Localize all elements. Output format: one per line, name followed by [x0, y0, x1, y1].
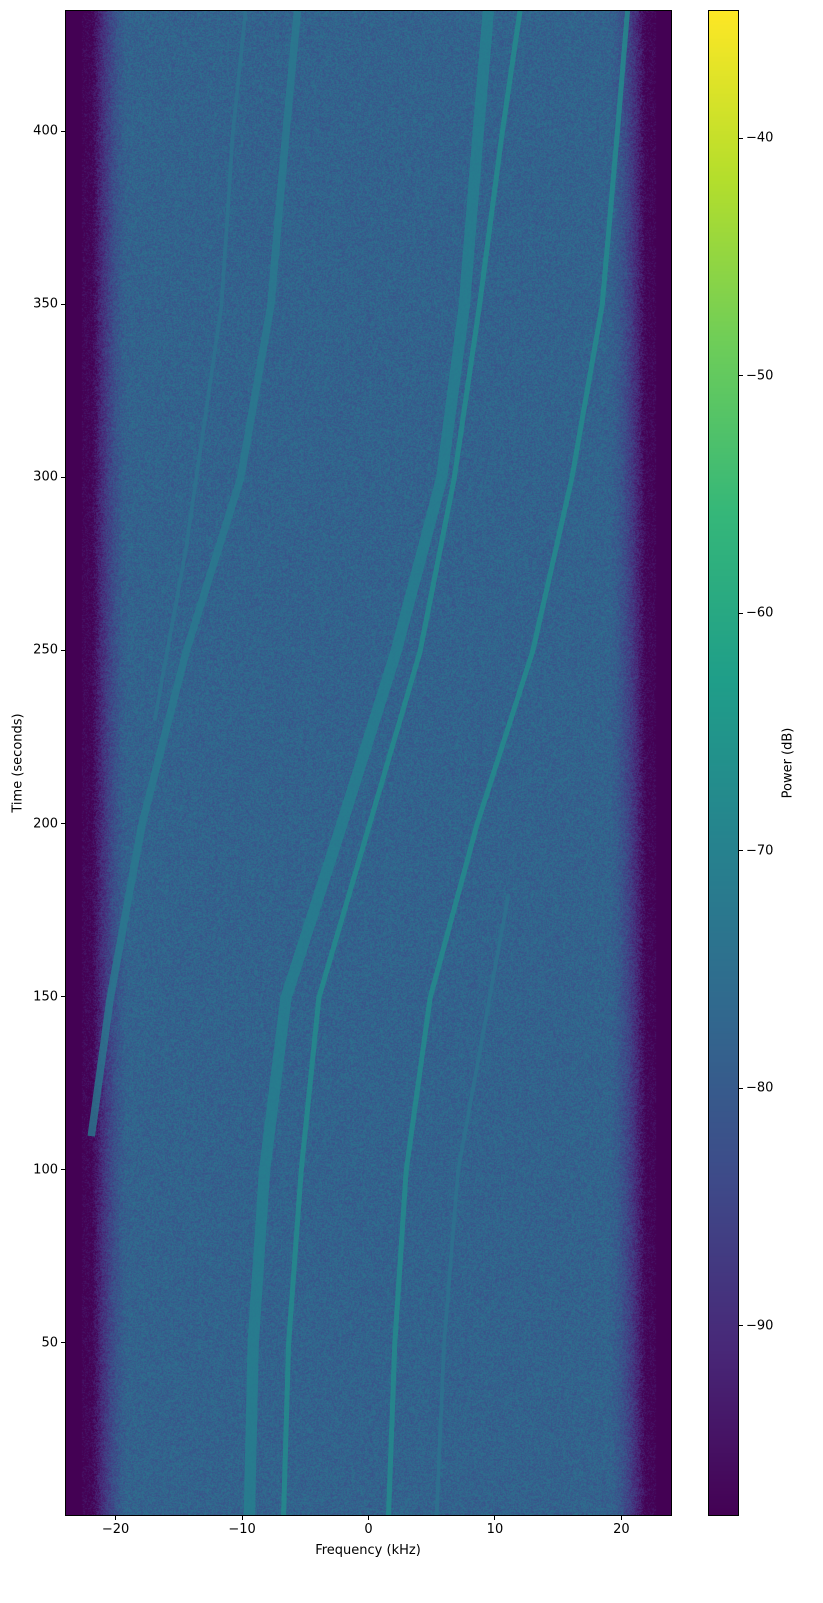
colorbar-tick-mark [739, 1325, 743, 1326]
signal-track-3 [388, 11, 627, 1515]
colorbar-tick-label: −50 [746, 368, 773, 383]
y-tick-label: 150 [33, 989, 58, 1004]
colorbar-tick-label: −80 [746, 1081, 773, 1096]
spectrogram-plot-area [65, 10, 672, 1516]
y-tick-label: 300 [33, 470, 58, 485]
x-tick-mark [621, 1516, 622, 1520]
x-tick-label: −10 [228, 1522, 255, 1537]
y-axis-label: Time (seconds) [11, 713, 26, 812]
colorbar-tick-label: −40 [746, 131, 773, 146]
signal-tracks [66, 11, 671, 1515]
colorbar-label: Power (dB) [781, 728, 796, 799]
y-tick-label: 250 [33, 643, 58, 658]
colorbar-tick-label: −70 [746, 843, 773, 858]
x-tick-label: 10 [487, 1522, 504, 1537]
y-tick-label: 50 [41, 1335, 58, 1350]
colorbar-tick-label: −60 [746, 606, 773, 621]
y-tick-mark [61, 996, 65, 997]
colorbar-tick-mark [739, 375, 743, 376]
y-tick-label: 350 [33, 297, 58, 312]
x-tick-mark [242, 1516, 243, 1520]
y-tick-mark [61, 823, 65, 824]
y-tick-label: 100 [33, 1162, 58, 1177]
colorbar-tick-mark [739, 850, 743, 851]
colorbar-tick-mark [739, 138, 743, 139]
x-tick-label: −20 [102, 1522, 129, 1537]
y-tick-mark [61, 1169, 65, 1170]
x-tick-mark [115, 1516, 116, 1520]
signal-track-6 [437, 894, 509, 1515]
signal-track-1 [249, 11, 488, 1515]
signal-track-4 [91, 11, 297, 1136]
y-tick-mark [61, 650, 65, 651]
y-tick-mark [61, 304, 65, 305]
x-tick-mark [368, 1516, 369, 1520]
x-tick-label: 0 [364, 1522, 372, 1537]
y-tick-label: 400 [33, 124, 58, 139]
x-tick-label: 20 [613, 1522, 630, 1537]
y-tick-label: 200 [33, 816, 58, 831]
colorbar [708, 10, 739, 1516]
x-axis-label: Frequency (kHz) [315, 1543, 421, 1558]
y-tick-mark [61, 1342, 65, 1343]
colorbar-tick-mark [739, 1088, 743, 1089]
colorbar-tick-mark [739, 613, 743, 614]
colorbar-tick-label: −90 [746, 1318, 773, 1333]
signal-track-2 [284, 11, 520, 1515]
x-tick-mark [494, 1516, 495, 1520]
y-tick-mark [61, 477, 65, 478]
y-tick-mark [61, 131, 65, 132]
